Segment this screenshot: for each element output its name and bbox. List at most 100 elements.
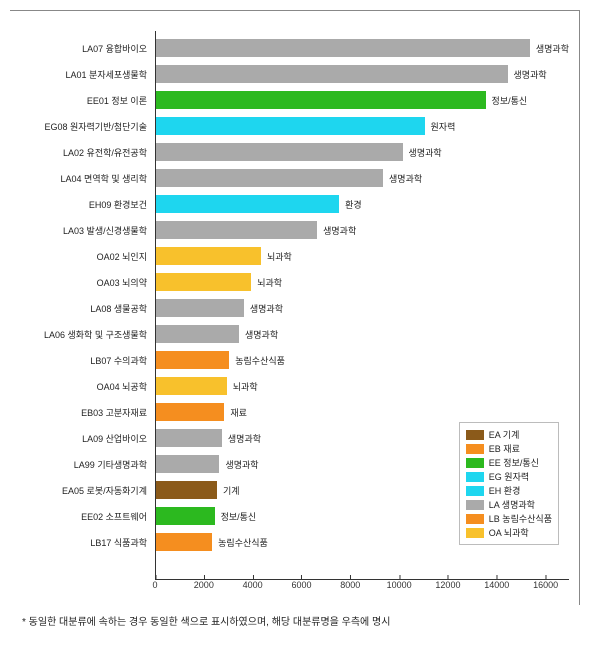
bar-row: EG08 원자력기반/첨단기술원자력	[156, 113, 569, 139]
bar-row: LB07 수의과학농림수산식품	[156, 347, 569, 373]
bar	[156, 403, 224, 421]
legend-swatch	[466, 528, 484, 538]
x-tick: 2000	[194, 580, 214, 590]
legend-row: OA 뇌과학	[466, 526, 552, 539]
legend-row: EA 기계	[466, 428, 552, 441]
legend-label: EG 원자력	[489, 470, 529, 483]
bar-label: LB17 식품과학	[11, 536, 151, 549]
bar	[156, 39, 530, 57]
legend-swatch	[466, 500, 484, 510]
bar-annotation: 뇌과학	[257, 276, 282, 289]
bar	[156, 143, 403, 161]
legend-swatch	[466, 444, 484, 454]
bar	[156, 325, 239, 343]
bar-row: LA01 분자세포생물학생명과학	[156, 61, 569, 87]
bar	[156, 65, 508, 83]
legend-label: LA 생명과학	[489, 498, 535, 511]
bar	[156, 169, 383, 187]
bar-label: OA04 뇌공학	[11, 380, 151, 393]
x-tick: 16000	[533, 580, 558, 590]
legend-row: EE 정보/통신	[466, 456, 552, 469]
bar	[156, 221, 317, 239]
bar-annotation: 기계	[223, 484, 240, 497]
bar	[156, 455, 219, 473]
bar-annotation: 정보/통신	[221, 510, 257, 523]
bar-annotation: 생명과학	[536, 42, 569, 55]
bar-annotation: 농림수산식품	[235, 354, 285, 367]
bar-label: LA99 기타생명과학	[11, 458, 151, 471]
bar	[156, 481, 217, 499]
bar	[156, 247, 261, 265]
bar-label: EE01 정보 이론	[11, 94, 151, 107]
bar-annotation: 뇌과학	[267, 250, 292, 263]
bar-label: LA01 분자세포생물학	[11, 68, 151, 81]
legend-label: EH 환경	[489, 484, 521, 497]
legend-label: EA 기계	[489, 428, 520, 441]
bar	[156, 533, 212, 551]
legend-row: LB 농림수산식품	[466, 512, 552, 525]
legend-row: EB 재료	[466, 442, 552, 455]
bar	[156, 351, 229, 369]
bar-annotation: 생명과학	[323, 224, 356, 237]
bar-annotation: 생명과학	[245, 328, 278, 341]
x-tick: 0	[152, 580, 157, 590]
bar	[156, 377, 227, 395]
bar-row: LA06 생화학 및 구조생물학생명과학	[156, 321, 569, 347]
bar	[156, 117, 425, 135]
bar-annotation: 재료	[230, 406, 247, 419]
bar	[156, 299, 244, 317]
bar-annotation: 생명과학	[514, 68, 547, 81]
bar-annotation: 농림수산식품	[218, 536, 268, 549]
bar-annotation: 생명과학	[225, 458, 258, 471]
bar-annotation: 생명과학	[389, 172, 422, 185]
x-tick: 14000	[484, 580, 509, 590]
legend: EA 기계EB 재료EE 정보/통신EG 원자력EH 환경LA 생명과학LB 농…	[459, 422, 559, 545]
legend-label: OA 뇌과학	[489, 526, 529, 539]
bar-annotation: 정보/통신	[492, 94, 528, 107]
bar	[156, 91, 486, 109]
bar	[156, 195, 339, 213]
bar	[156, 429, 222, 447]
legend-swatch	[466, 430, 484, 440]
bar	[156, 273, 251, 291]
bar-label: OA03 뇌의약	[11, 276, 151, 289]
bar-row: LA03 발생/신경생물학생명과학	[156, 217, 569, 243]
x-tick: 6000	[291, 580, 311, 590]
bar-annotation: 생명과학	[228, 432, 261, 445]
bar-label: EA05 로봇/자동화기계	[11, 484, 151, 497]
x-axis: 0 2000 4000 6000 8000 10000 12000 14000 16000	[155, 580, 569, 605]
bar-row: LA04 면역학 및 생리학생명과학	[156, 165, 569, 191]
legend-label: LB 농림수산식품	[489, 512, 552, 525]
bar-annotation: 뇌과학	[233, 380, 258, 393]
bar-row: LA08 생물공학생명과학	[156, 295, 569, 321]
x-tick: 4000	[243, 580, 263, 590]
bar-label: LA06 생화학 및 구조생물학	[11, 328, 151, 341]
bar-annotation: 원자력	[431, 120, 456, 133]
bar-label: LA08 생물공학	[11, 302, 151, 315]
bar-label: OA02 뇌인지	[11, 250, 151, 263]
bar-label: EB03 고분자재료	[11, 406, 151, 419]
bar-label: LA04 면역학 및 생리학	[11, 172, 151, 185]
bar-label: EE02 소프트웨어	[11, 510, 151, 523]
legend-swatch	[466, 458, 484, 468]
legend-swatch	[466, 486, 484, 496]
bar-row: LA02 유전학/유전공학생명과학	[156, 139, 569, 165]
bar-row: OA02 뇌인지뇌과학	[156, 243, 569, 269]
bar-label: LA03 발생/신경생물학	[11, 224, 151, 237]
legend-swatch	[466, 514, 484, 524]
bar-row: OA03 뇌의약뇌과학	[156, 269, 569, 295]
legend-swatch	[466, 472, 484, 482]
legend-label: EB 재료	[489, 442, 520, 455]
legend-label: EE 정보/통신	[489, 456, 539, 469]
x-tick: 8000	[340, 580, 360, 590]
bar-label: EH09 환경보건	[11, 198, 151, 211]
bar-annotation: 환경	[345, 198, 362, 211]
x-tick: 12000	[435, 580, 460, 590]
bar-label: LA09 산업바이오	[11, 432, 151, 445]
chart-container: LA07 융합바이오생명과학LA01 분자세포생물학생명과학EE01 정보 이론…	[10, 10, 580, 605]
x-tick: 10000	[387, 580, 412, 590]
bar-label: LA07 융합바이오	[11, 42, 151, 55]
bar-label: LB07 수의과학	[11, 354, 151, 367]
bar-label: LA02 유전학/유전공학	[11, 146, 151, 159]
bar-row: LA07 융합바이오생명과학	[156, 35, 569, 61]
